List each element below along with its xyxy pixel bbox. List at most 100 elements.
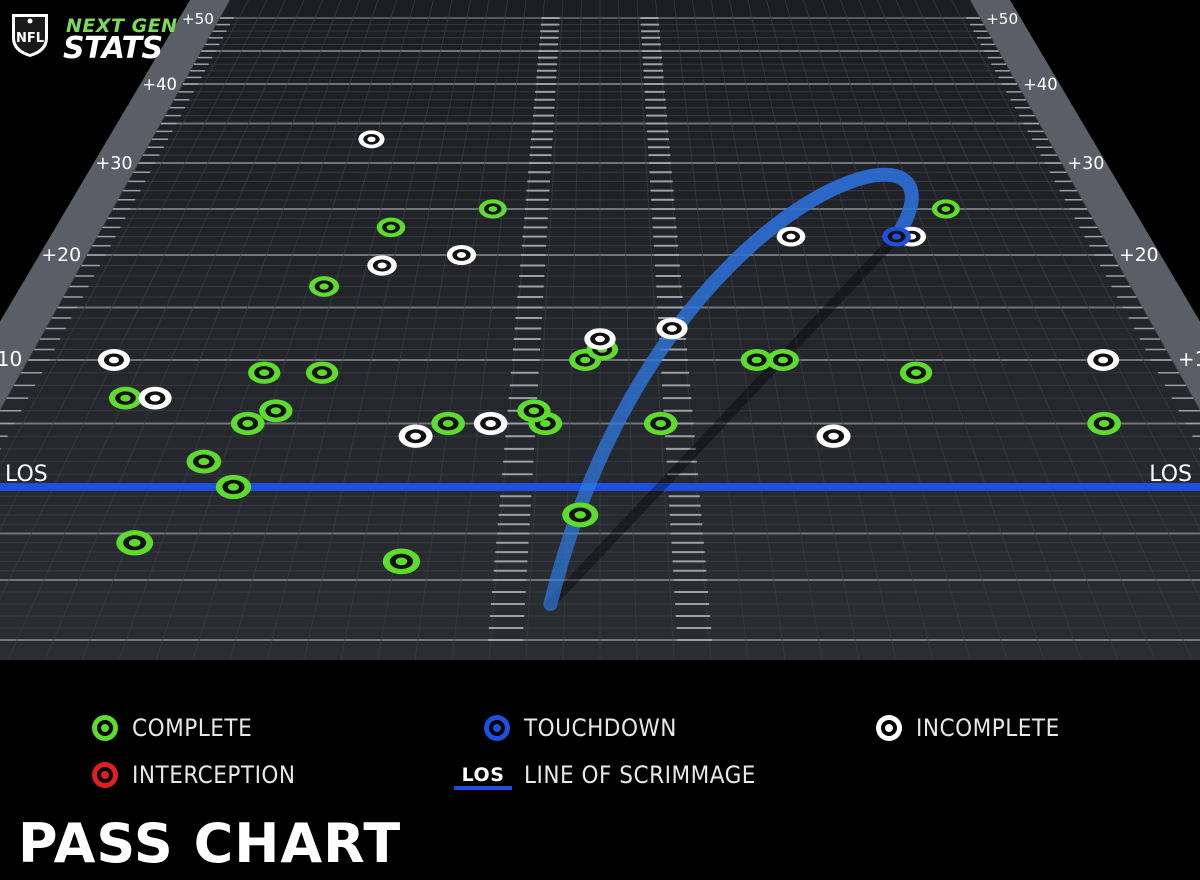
complete-pass-marker [562, 502, 599, 528]
yard-label-right: +10 [1178, 347, 1200, 371]
next-gen-stats-logo: NFL NEXT GEN STATS [8, 8, 178, 65]
yard-label-right: +30 [1067, 154, 1104, 174]
complete-pass-marker [230, 411, 265, 436]
yard-label-right: +20 [1119, 245, 1159, 266]
field-column-line [766, 0, 934, 661]
incomplete-pass-marker [367, 255, 397, 276]
field-column-line [414, 0, 508, 661]
incomplete-pass-marker [358, 130, 385, 149]
marker-center [655, 420, 667, 427]
incomplete-pass-marker [398, 424, 433, 448]
incomplete-pass-marker [446, 244, 477, 266]
field-column-line [636, 0, 675, 661]
field-column-line [710, 0, 823, 661]
yard-labels: +10 +10 +20 +20 +30 +30 +40 +40 +50 +50 [0, 10, 1200, 371]
marker-center [410, 432, 421, 440]
legend-touchdown: TOUCHDOWN [482, 713, 677, 743]
complete-pass-marker [1087, 411, 1122, 436]
field-column-line [673, 0, 749, 661]
touchdown-marker-icon [484, 715, 510, 741]
field-column-line [618, 0, 638, 661]
marker-center [120, 394, 131, 402]
incomplete-pass-marker [816, 424, 851, 448]
complete-pass-marker [376, 217, 406, 238]
complete-pass-marker [305, 361, 339, 384]
field-column-line [488, 0, 545, 661]
touchdown-pass-marker [882, 226, 911, 247]
pass-flight-arc [543, 167, 919, 611]
marker-center [149, 394, 161, 402]
marker-center [242, 420, 253, 427]
marker-center [270, 407, 282, 415]
field-column-line [858, 0, 1119, 661]
marker-center [911, 369, 922, 377]
marker-center [319, 283, 329, 290]
legend-los-label: LINE OF SCRIMMAGE [524, 761, 756, 789]
complete-pass-marker [108, 386, 142, 410]
pass-markers [97, 130, 1122, 575]
marker-center [108, 356, 119, 364]
field-column-line [729, 0, 860, 661]
incomplete-marker-icon [876, 715, 902, 741]
marker-center [528, 407, 540, 415]
field-column-line [840, 0, 1082, 661]
field-column-line [155, 0, 379, 661]
complete-pass-marker [643, 411, 678, 436]
legend-incomplete-label: INCOMPLETE [916, 714, 1060, 742]
field-column-line [118, 0, 360, 661]
marker-center [488, 206, 498, 212]
field-column-line [266, 0, 434, 661]
interception-marker-icon [92, 762, 118, 788]
incomplete-pass-marker [138, 386, 172, 410]
incomplete-pass-marker [584, 328, 616, 350]
complete-pass-marker [215, 474, 252, 500]
chart-title: PASS CHART [18, 812, 402, 875]
marker-center [442, 420, 454, 427]
marker-center [667, 325, 677, 332]
marker-center [227, 483, 240, 491]
field-column-line [303, 0, 453, 661]
field-column-line [192, 0, 397, 661]
marker-center [580, 356, 591, 364]
marker-center [786, 233, 796, 240]
complete-pass-marker [186, 449, 222, 474]
field-column-line [784, 0, 971, 661]
field-column-line [0, 0, 268, 531]
yard-label-left: +20 [41, 245, 81, 266]
incomplete-pass-marker [1087, 349, 1120, 371]
legend-los: LOS LINE OF SCRIMMAGE [454, 760, 756, 790]
incomplete-pass-marker [97, 349, 130, 371]
nfl-shield-icon: NFL [12, 14, 48, 57]
field-column-line [895, 0, 1193, 661]
field-column-line [0, 0, 231, 412]
field-gridlines [0, 0, 1200, 661]
field-column-line [340, 0, 471, 661]
complete-pass-marker [309, 276, 340, 297]
marker-center [777, 356, 788, 364]
los-key-icon: LOS [454, 764, 512, 790]
svg-text:LOS: LOS [462, 764, 505, 786]
field-column-line [44, 0, 323, 661]
marker-center [574, 511, 586, 519]
complete-pass-marker [931, 199, 960, 219]
field-column-line [692, 0, 786, 661]
yard-label-right: +50 [986, 10, 1018, 28]
marker-center [828, 432, 839, 440]
complete-pass-marker [248, 361, 281, 384]
complete-pass-marker [766, 349, 799, 371]
yard-label-left: +50 [182, 10, 214, 28]
field-column-line [951, 0, 1200, 468]
svg-text:NFL: NFL [16, 31, 44, 46]
field-column-line [877, 0, 1156, 661]
touchdown-pass-trajectory [543, 167, 919, 611]
marker-center [595, 335, 605, 343]
yard-label-left: +30 [95, 154, 132, 174]
field-column-line [525, 0, 564, 661]
los-label-left: LOS [5, 462, 48, 487]
legend-complete: COMPLETE [90, 713, 252, 743]
field-column-line [803, 0, 1008, 661]
complete-pass-marker [899, 361, 933, 384]
complete-pass-marker [116, 530, 154, 556]
field-column-line [821, 0, 1045, 661]
